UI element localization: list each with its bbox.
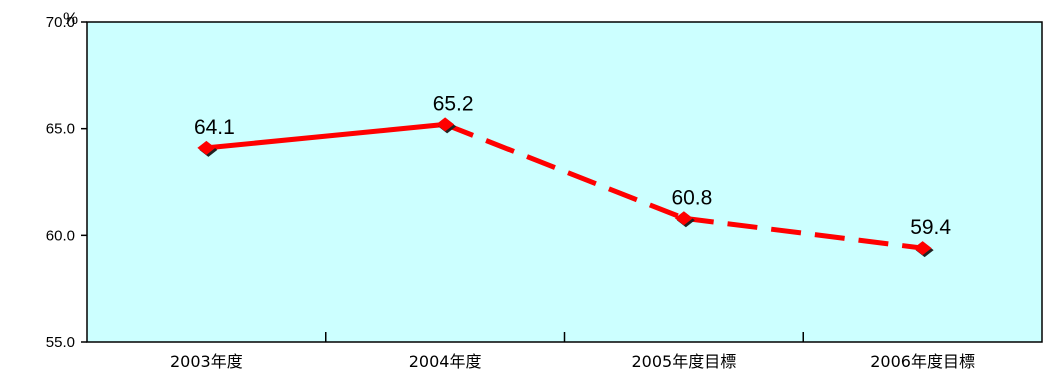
- x-tick-label: 2003年度: [170, 352, 243, 371]
- data-label: 59.4: [910, 216, 951, 239]
- series-segment-dashed: [683, 215, 923, 251]
- data-label: 60.8: [671, 186, 712, 209]
- y-axis: 55.0 60.0 65.0 70.0: [46, 14, 87, 351]
- x-tick-label: 2005年度目標: [632, 352, 737, 371]
- series-markers: [197, 117, 934, 258]
- data-point-marker: [674, 211, 695, 228]
- series-lines: [206, 121, 923, 251]
- data-point-marker: [197, 140, 218, 157]
- y-tick-label: 65.0: [46, 121, 75, 138]
- x-axis: 2003年度 2004年度 2005年度目標 2006年度目標: [170, 332, 975, 371]
- data-label: 64.1: [194, 116, 235, 139]
- y-tick-label: 60.0: [46, 227, 75, 244]
- data-point-marker: [913, 241, 934, 258]
- data-point-marker: [436, 117, 457, 134]
- x-tick-label: 2004年度: [409, 352, 482, 371]
- y-tick-label: 55.0: [46, 334, 75, 351]
- y-unit-label: %: [63, 9, 78, 28]
- x-tick-label: 2006年度目標: [870, 352, 975, 371]
- series-segment-solid: [206, 121, 446, 151]
- data-label: 65.2: [433, 92, 474, 115]
- y-tick-label: 70.0: [46, 14, 75, 31]
- data-labels: 64.1 65.2 60.8 59.4: [194, 92, 951, 239]
- plot-area: [86, 21, 1043, 343]
